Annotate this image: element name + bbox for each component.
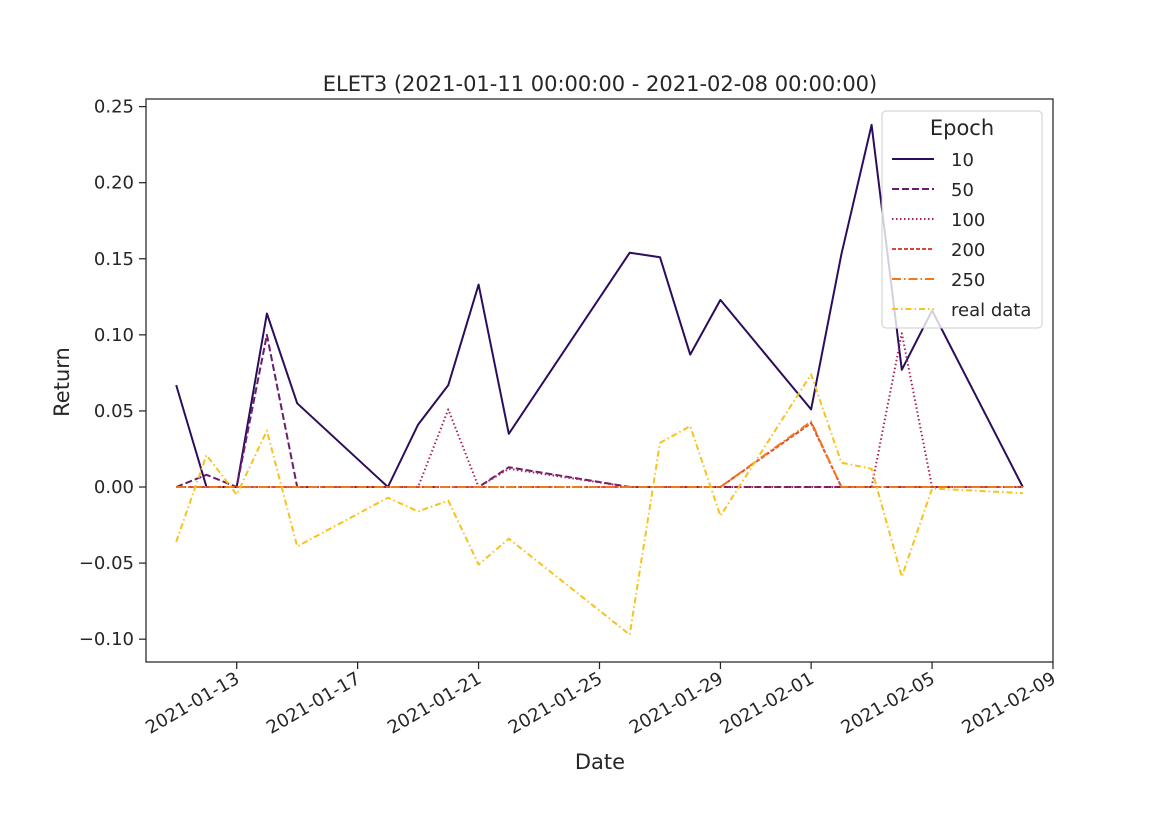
- legend-label: 250: [951, 270, 985, 291]
- series-line-10: [175, 123, 1024, 488]
- legend-label: 50: [951, 180, 974, 201]
- legend: Epoch 10 50 100 200 250 real data: [881, 110, 1043, 329]
- legend-label: real data: [951, 300, 1031, 321]
- y-tick-label: −0.05: [79, 553, 134, 574]
- y-tick-label: 0.15: [94, 249, 134, 270]
- y-tick-label: 0.00: [94, 477, 134, 498]
- legend-label: 200: [951, 240, 985, 261]
- y-axis-label: Return: [50, 347, 74, 417]
- series-line-250: [176, 420, 1023, 488]
- legend-frame: [881, 110, 1043, 329]
- x-axis-label: Date: [575, 750, 625, 774]
- y-tick-label: 0.05: [94, 401, 134, 422]
- chart-title: ELET3 (2021-01-11 00:00:00 - 2021-02-08 …: [323, 72, 877, 96]
- y-tick-label: 0.20: [94, 173, 134, 194]
- series-group: [175, 123, 1024, 636]
- legend-title: Epoch: [930, 116, 994, 140]
- y-axis-ticks: 0.25 0.20 0.15 0.10 0.05 0.00 −0.05 −0.10: [79, 97, 146, 650]
- series-line-200: [176, 422, 1023, 488]
- legend-label: 10: [951, 150, 974, 171]
- series-line-100: [176, 332, 1023, 488]
- y-tick-label: 0.10: [94, 325, 134, 346]
- legend-label: 100: [951, 210, 985, 231]
- series-line-real-data: [175, 373, 1023, 636]
- y-tick-label: −0.10: [79, 629, 134, 650]
- y-tick-label: 0.25: [94, 97, 134, 118]
